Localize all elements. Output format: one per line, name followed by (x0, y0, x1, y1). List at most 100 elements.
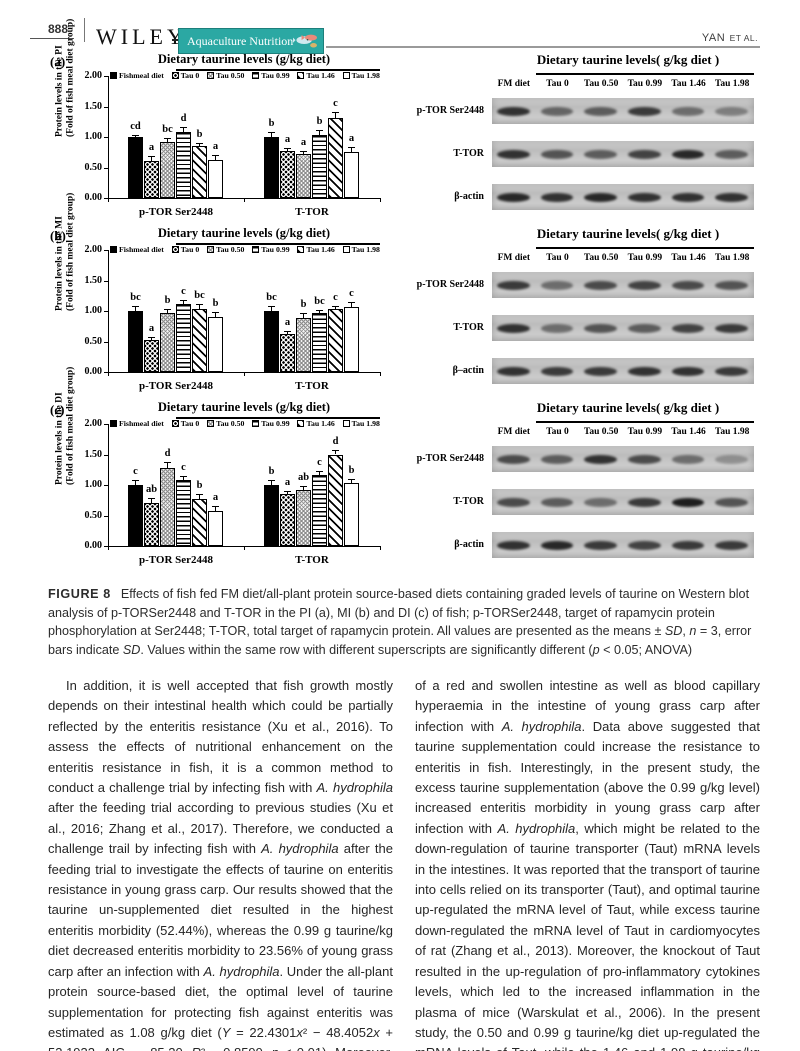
blot-band (715, 106, 748, 116)
blot-band (497, 497, 530, 507)
legend: Fishmeal diet Tau 0 Tau 0.50 Tau 0.99 Tau 1.… (110, 71, 380, 80)
blot-band (628, 366, 661, 376)
y-axis (108, 76, 109, 198)
legend-label: Tau 0.99 (261, 419, 290, 428)
journal-banner: Aquaculture Nutrition (178, 28, 324, 54)
blot-band (671, 149, 705, 159)
western-blot-pi: Dietary taurine levels( g/kg diet ) FM di… (396, 52, 760, 224)
legend-item: Tau 1.98 (342, 245, 380, 254)
error-bar (271, 132, 272, 137)
y-tick (104, 137, 108, 138)
error-bar (319, 129, 320, 136)
blot-title: Dietary taurine levels( g/kg diet ) (536, 226, 720, 241)
blot-strip (492, 489, 754, 515)
significance-letter: bc (162, 123, 173, 135)
significance-letter: c (181, 286, 186, 298)
error-bar (351, 147, 352, 152)
legend-marker (252, 246, 260, 253)
x-tick (108, 546, 109, 550)
legend-label: Tau 0.99 (261, 71, 290, 80)
blot-row-label: β–actin (452, 365, 484, 376)
error-bar (167, 308, 168, 314)
bar (280, 151, 295, 198)
bar-chart-pi: (a) Dietary taurine levels (g/kg diet) Pro… (50, 18, 381, 218)
blot-band (584, 366, 617, 376)
category-label: T-TOR (295, 554, 329, 566)
blot-band (628, 497, 661, 507)
x-tick (380, 198, 381, 202)
y-tick (104, 250, 108, 251)
y-tick (104, 76, 108, 77)
y-tick-label: 0.50 (84, 161, 103, 173)
bar (176, 304, 191, 372)
error-bar (151, 337, 152, 341)
bar (176, 480, 191, 546)
bar (192, 146, 207, 198)
bar (328, 454, 343, 546)
publisher-logo: WILEY (96, 24, 187, 49)
lane-label: FM diet (497, 79, 531, 89)
legend-marker (171, 72, 179, 79)
blot-band (584, 280, 617, 290)
blot-title: Dietary taurine levels( g/kg diet ) (536, 400, 720, 415)
significance-letter: c (181, 462, 186, 474)
blot-strip (492, 446, 754, 472)
legend-label: Tau 0.50 (216, 245, 245, 254)
x-tick (108, 372, 109, 376)
significance-letter: a (300, 137, 307, 149)
blot-row-label: T-TOR (453, 496, 484, 507)
legend-item: Tau 1.46 (297, 71, 335, 80)
bar (144, 340, 159, 372)
blot-band (584, 192, 617, 202)
legend-item: Fishmeal diet (110, 245, 164, 254)
error-bar (183, 126, 184, 133)
bar (176, 132, 191, 198)
category-label: p-TOR Ser2448 (138, 554, 214, 566)
lane-label: FM diet (497, 253, 531, 263)
error-bar (335, 449, 336, 455)
x-tick (244, 198, 245, 202)
chart-title-underline (176, 69, 380, 71)
panel-label: (c) (50, 402, 65, 417)
legend-marker (110, 420, 117, 427)
figure-row-c: (c) Dietary taurine levels (g/kg diet) Pro… (44, 367, 760, 574)
blot-strip (492, 272, 754, 298)
y-tick (104, 546, 108, 547)
blot-band (628, 149, 661, 159)
figure-caption-text: Effects of fish fed FM diet/all-plant pr… (48, 587, 752, 657)
blot-band (584, 497, 617, 507)
y-tick-label: 2.00 (84, 244, 103, 255)
significance-letter: b (196, 129, 203, 141)
y-axis (108, 250, 109, 372)
blot-title-underline (535, 421, 754, 423)
body-column-right: of a red and swollen intestine as well a… (415, 678, 760, 1051)
error-bar (303, 485, 304, 490)
blot-row-label: T-TOR (453, 322, 484, 333)
blot-band (671, 454, 705, 464)
legend-item: Tau 0.99 (252, 71, 290, 80)
error-bar-cap (268, 132, 275, 134)
error-bar-cap (316, 470, 323, 472)
error-bar-cap (332, 111, 339, 113)
error-bar (271, 479, 272, 485)
y-tick-label: 1.00 (84, 305, 103, 316)
significance-letter: a (284, 477, 291, 489)
legend-label: Tau 0.99 (261, 245, 290, 254)
legend-label: Fishmeal diet (119, 71, 164, 80)
legend-item: Tau 1.46 (297, 245, 335, 254)
western-blot-di: Dietary taurine levels( g/kg diet ) FM di… (396, 400, 760, 572)
legend-marker (171, 246, 179, 253)
lane-label: Tau 1.46 (671, 427, 706, 437)
significance-letter: b (268, 118, 275, 130)
blot-band (540, 323, 574, 333)
lane-label: Tau 0.50 (583, 79, 619, 89)
bar (208, 159, 223, 198)
chart-title: Dietary taurine levels (g/kg diet) (157, 52, 331, 66)
significance-letter: c (133, 466, 138, 478)
error-bar (271, 305, 272, 311)
error-bar-cap (332, 449, 339, 451)
y-tick-label: 1.50 (84, 274, 103, 286)
error-bar (151, 155, 152, 162)
blot-strip (492, 184, 754, 210)
